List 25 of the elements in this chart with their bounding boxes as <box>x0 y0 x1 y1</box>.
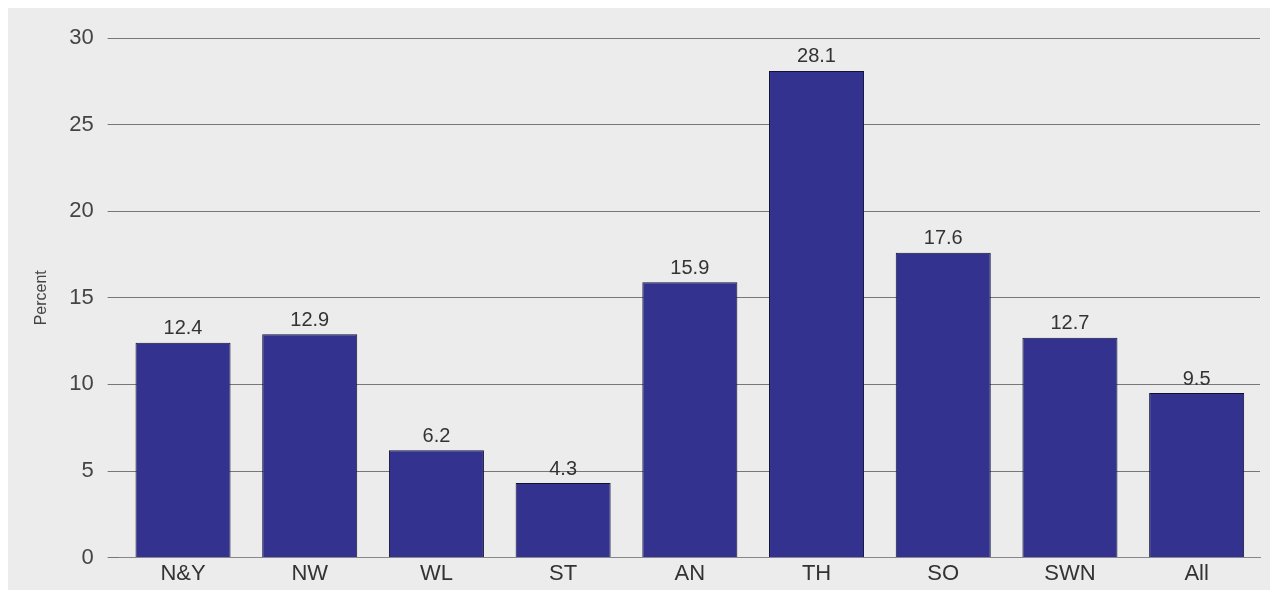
data-label: 28.1 <box>797 44 837 67</box>
x-tick-label: AN <box>674 559 706 585</box>
x-tick-label: N&Y <box>160 559 206 585</box>
y-tick-label: 20 <box>69 197 94 223</box>
y-tick-label: 0 <box>81 543 94 569</box>
data-label: 15.9 <box>670 255 710 278</box>
y-tick-label: 10 <box>69 370 94 396</box>
data-label: 12.4 <box>163 316 203 339</box>
x-tick-label: SWN <box>1044 559 1096 585</box>
x-tick-label: SO <box>927 559 960 585</box>
data-label: 12.7 <box>1050 311 1090 334</box>
x-tick-label: All <box>1184 559 1209 585</box>
data-label: 12.9 <box>290 307 330 330</box>
y-tick-label: 5 <box>81 457 94 483</box>
y-tick-label: 15 <box>69 283 94 309</box>
data-label: 9.5 <box>1182 366 1211 389</box>
x-tick-label: ST <box>549 559 578 585</box>
x-tick-label: NW <box>291 559 329 585</box>
x-tick-label: TH <box>801 559 832 585</box>
y-tick-label: 30 <box>69 24 94 50</box>
y-tick-label: 25 <box>69 110 94 136</box>
x-tick-label: WL <box>419 559 453 585</box>
data-label: 6.2 <box>422 423 451 446</box>
data-label: 17.6 <box>923 226 963 249</box>
y-axis-title: Percent <box>32 269 50 326</box>
